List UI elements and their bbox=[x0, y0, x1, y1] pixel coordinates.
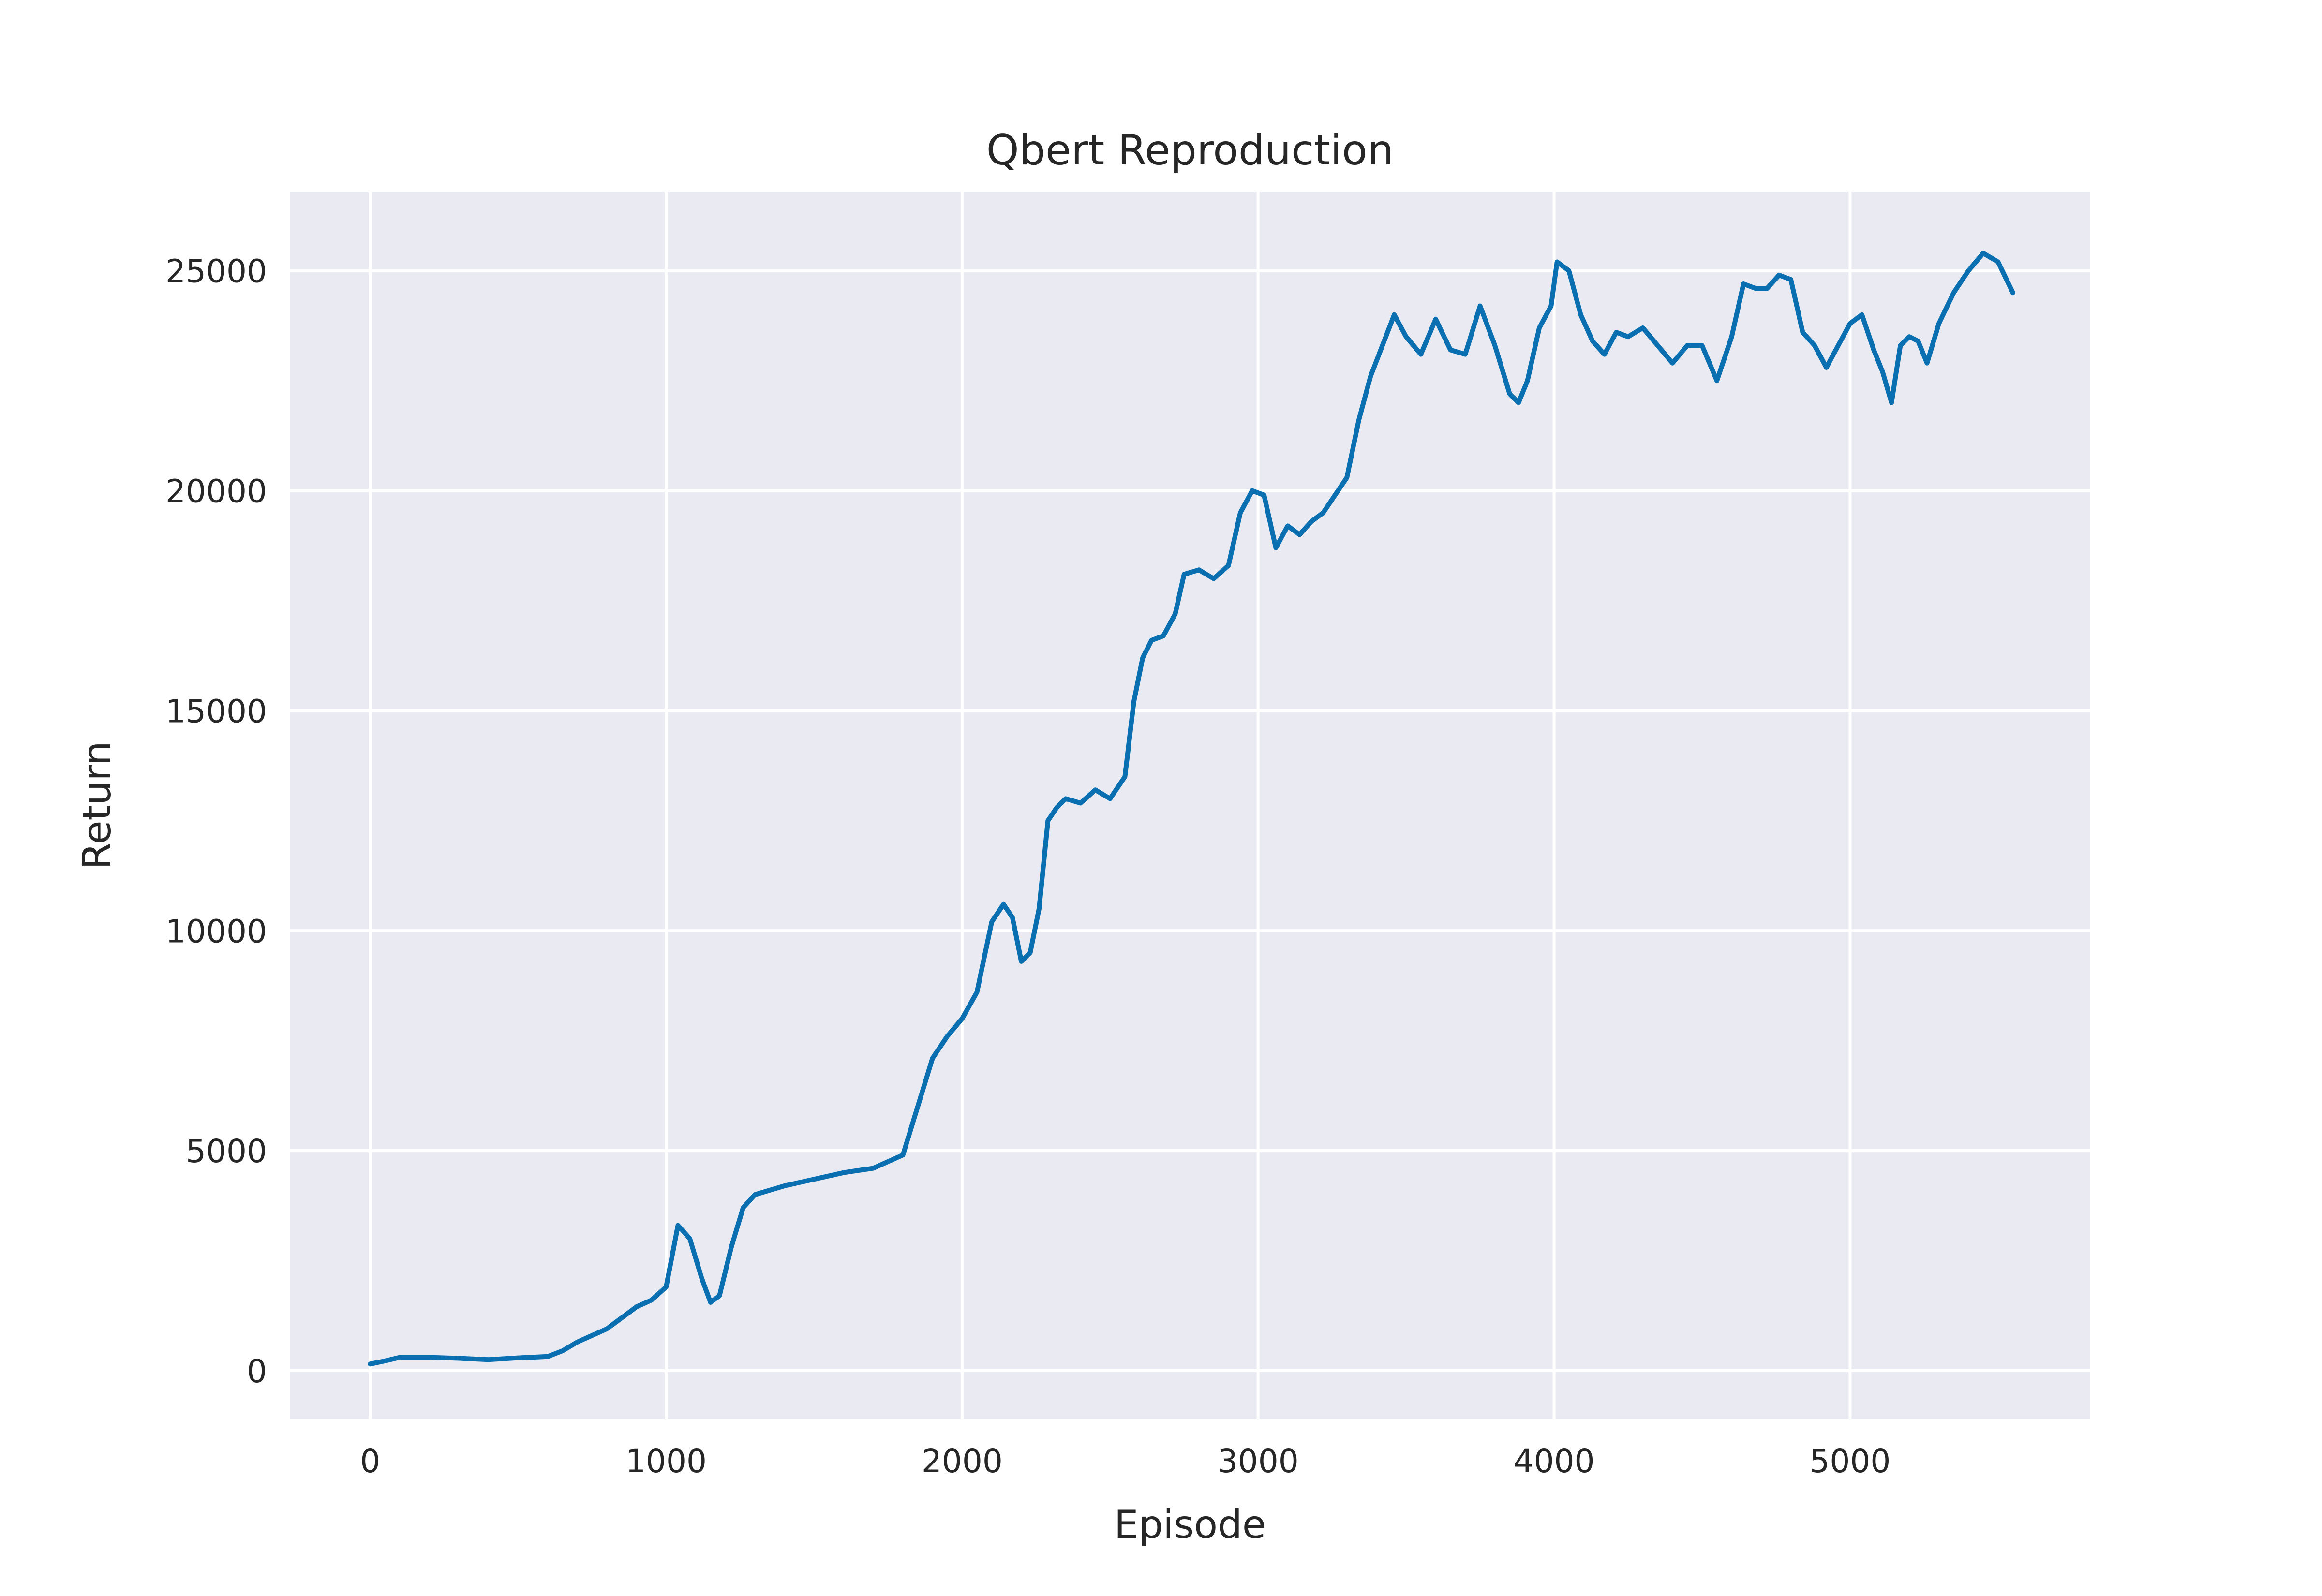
plot-area bbox=[290, 192, 2090, 1419]
x-tick-label: 1000 bbox=[625, 1443, 707, 1480]
y-tick-labels: 0 5000 10000 15000 20000 25000 bbox=[165, 253, 267, 1390]
x-tick-label: 3000 bbox=[1218, 1443, 1299, 1480]
chart-title: Qbert Reproduction bbox=[986, 126, 1394, 175]
x-tick-label: 0 bbox=[360, 1443, 380, 1480]
series-layer bbox=[368, 251, 2015, 1367]
y-tick-label: 25000 bbox=[165, 253, 267, 290]
x-tick-label: 4000 bbox=[1514, 1443, 1595, 1480]
y-tick-label: 20000 bbox=[165, 473, 267, 510]
grid bbox=[290, 192, 2090, 1419]
x-axis-label: Episode bbox=[1114, 1502, 1266, 1547]
y-tick-label: 0 bbox=[247, 1353, 267, 1390]
y-tick-label: 10000 bbox=[165, 913, 267, 950]
x-tick-labels: 0 1000 2000 3000 4000 5000 bbox=[360, 1443, 1890, 1480]
x-tick-label: 2000 bbox=[922, 1443, 1003, 1480]
y-tick-label: 5000 bbox=[186, 1133, 267, 1170]
series-line bbox=[368, 251, 2015, 1367]
y-axis-label: Return bbox=[74, 741, 119, 869]
y-tick-label: 15000 bbox=[165, 693, 267, 730]
x-tick-label: 5000 bbox=[1809, 1443, 1890, 1480]
